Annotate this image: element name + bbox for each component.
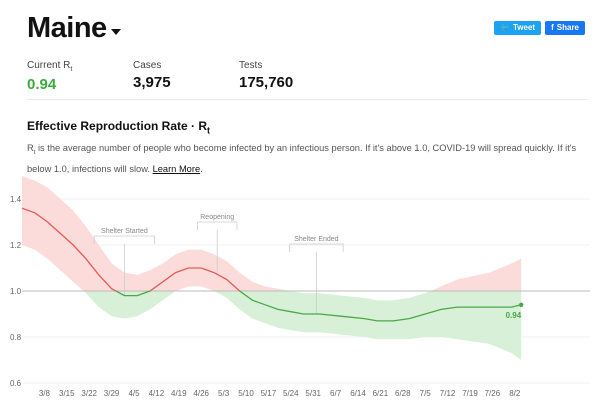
stat-label: Tests	[239, 60, 263, 71]
x-tick-label-19: 7/19	[462, 389, 478, 398]
y-tick-label-1: 0.8	[10, 333, 22, 342]
state-dropdown-caret-icon[interactable]	[110, 28, 121, 35]
end-value-label: 0.94	[506, 311, 522, 320]
stat-label: Current Rt	[27, 60, 73, 73]
share-label: Share	[556, 23, 579, 32]
x-tick-label-17: 7/5	[420, 389, 432, 398]
learn-more-link[interactable]: Learn More	[152, 163, 201, 174]
tweet-button[interactable]: 🐦 Tweet	[494, 21, 542, 35]
stat-value: 0.94	[27, 76, 57, 93]
rt-chart: 0.6 0.8 1.0 1.2 1.4 Shelter Started Reopening S…	[10, 176, 590, 398]
annotation-2: Shelter Ended	[294, 236, 338, 243]
rt-line-above	[21, 207, 241, 291]
stat-value: 175,760	[239, 74, 294, 91]
tweet-label: Tweet	[513, 23, 536, 32]
stats-row: Current Rt 0.94 Cases 3,975 Tests 175,76…	[27, 60, 345, 93]
annotation-bracket	[289, 243, 344, 252]
x-tick-label-21: 8/2	[509, 389, 521, 398]
x-tick-label-13: 6/7	[330, 389, 342, 398]
x-tick-label-9: 5/10	[238, 389, 254, 398]
x-tick-label-3: 3/29	[104, 389, 120, 398]
y-tick-label-0: 0.6	[10, 379, 22, 388]
share-bar: 🐦 Tweet f Share	[494, 21, 585, 35]
y-tick-label-2: 1.0	[10, 287, 22, 296]
stat-current-rt: Current Rt 0.94	[27, 60, 133, 93]
x-tick-label-12: 5/31	[305, 389, 321, 398]
annotation-bracket	[197, 221, 238, 230]
confidence-band-below	[83, 291, 522, 360]
confidence-band-above	[22, 176, 522, 291]
x-tick-label-4: 4/5	[128, 389, 140, 398]
x-tick-label-7: 4/26	[193, 389, 209, 398]
x-tick-label-6: 4/19	[171, 389, 187, 398]
x-tick-label-16: 6/28	[395, 389, 411, 398]
share-button[interactable]: f Share	[545, 21, 585, 35]
section-description: Rt is the average number of people who b…	[27, 143, 577, 174]
stat-value: 3,975	[133, 74, 171, 91]
y-tick-label-4: 1.4	[10, 195, 22, 204]
end-point	[519, 302, 524, 307]
x-tick-label-14: 6/14	[350, 389, 366, 398]
stat-cases: Cases 3,975	[133, 60, 239, 93]
divider	[27, 99, 587, 100]
stat-tests: Tests 175,760	[239, 60, 345, 93]
x-tick-label-15: 6/21	[373, 389, 389, 398]
stat-label: Cases	[133, 60, 162, 71]
x-tick-label-10: 5/17	[261, 389, 277, 398]
y-tick-label-3: 1.2	[10, 241, 22, 250]
facebook-icon: f	[551, 23, 554, 32]
x-tick-label-20: 7/26	[485, 389, 501, 398]
annotation-bracket	[93, 235, 156, 244]
twitter-bird-icon: 🐦	[500, 23, 511, 32]
section-title: Effective Reproduction Rate · Rt	[27, 119, 211, 136]
x-tick-label-2: 3/22	[81, 389, 97, 398]
state-title: Maine	[27, 12, 107, 44]
x-tick-label-8: 5/3	[218, 389, 230, 398]
annotation-0: Shelter Started	[101, 228, 148, 235]
x-tick-label-1: 3/15	[59, 389, 75, 398]
annotation-1: Reopening	[200, 214, 234, 221]
x-tick-label-5: 4/12	[149, 389, 165, 398]
x-tick-label-11: 5/24	[283, 389, 299, 398]
x-tick-label-0: 3/8	[39, 389, 51, 398]
x-tick-label-18: 7/12	[440, 389, 456, 398]
rt-line-below	[114, 291, 522, 322]
header: Maine	[27, 12, 121, 45]
